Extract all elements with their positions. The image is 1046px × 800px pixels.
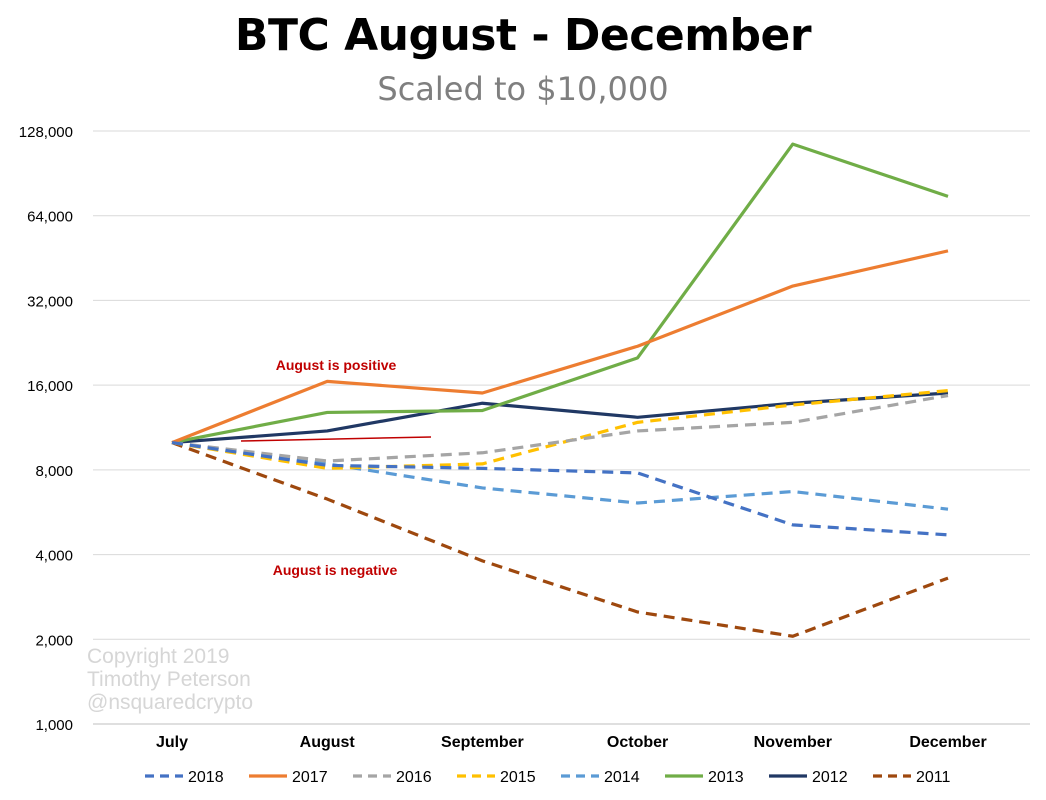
chart-title: BTC August - December — [234, 10, 812, 61]
watermark-line: Copyright 2019 — [87, 645, 230, 668]
watermark-line: @nsquaredcrypto — [87, 691, 254, 714]
y-tick-label: 32,000 — [27, 293, 73, 310]
x-tick-label: August — [300, 734, 356, 751]
y-tick-label: 8,000 — [35, 463, 73, 480]
legend-label-2018: 2018 — [188, 769, 224, 786]
series-line-2013 — [171, 142, 949, 445]
watermark-line: Timothy Peterson — [87, 668, 251, 691]
legend-label-2015: 2015 — [500, 769, 536, 786]
series-line-2015 — [171, 389, 949, 470]
series-line-2011 — [171, 441, 949, 638]
watermark: Copyright 2019 Timothy Peterson @nsquare… — [87, 645, 253, 714]
legend-label-2013: 2013 — [708, 769, 744, 786]
x-tick-label: November — [754, 734, 832, 751]
y-tick-label: 64,000 — [27, 209, 73, 226]
legend-label-2012: 2012 — [812, 769, 848, 786]
legend-label-2011: 2011 — [916, 769, 951, 786]
chart-subtitle: Scaled to $10,000 — [377, 70, 669, 108]
series-line-2017 — [171, 249, 949, 445]
legend-label-2014: 2014 — [604, 769, 640, 786]
series-line-2016 — [171, 393, 949, 463]
y-tick-label: 1,000 — [35, 717, 73, 734]
y-tick-label: 128,000 — [19, 124, 73, 141]
y-tick-label: 4,000 — [35, 548, 73, 565]
series-line-2018 — [171, 441, 949, 537]
y-tick-label: 16,000 — [27, 378, 73, 395]
series-line-2014 — [171, 441, 949, 511]
x-tick-label: October — [607, 734, 668, 751]
legend-label-2016: 2016 — [396, 769, 432, 786]
x-tick-label: September — [441, 734, 524, 751]
annotation-positive: August is positive — [276, 357, 397, 373]
annotation-line — [240, 436, 432, 442]
legend-label-2017: 2017 — [292, 769, 328, 786]
y-tick-label: 2,000 — [35, 632, 73, 649]
x-tick-label: December — [909, 734, 986, 751]
x-tick-label: July — [156, 734, 188, 751]
annotation-negative: August is negative — [273, 562, 398, 578]
